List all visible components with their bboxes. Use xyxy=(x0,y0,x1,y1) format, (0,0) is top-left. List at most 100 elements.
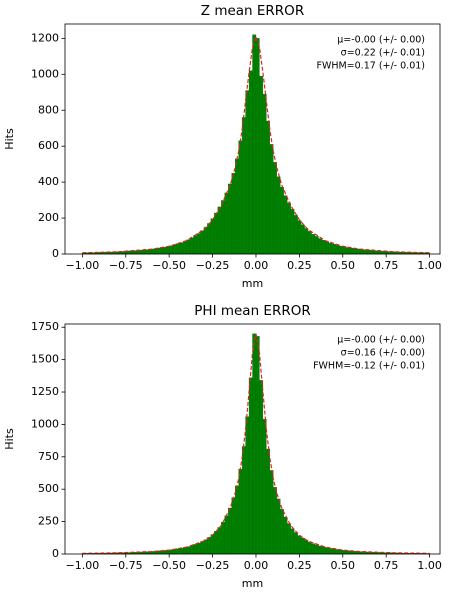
x-tick-label: −0.75 xyxy=(109,259,143,272)
histogram-bar xyxy=(196,542,201,555)
histogram-bar xyxy=(287,202,291,255)
histogram-bar xyxy=(137,250,142,255)
histogram-bar xyxy=(290,208,295,255)
y-tick-label: 0 xyxy=(52,547,59,560)
histogram-bar xyxy=(353,248,357,255)
histogram-bar xyxy=(266,120,271,255)
y-axis-label: Hits xyxy=(3,428,16,450)
chart-panel: −1.00 −0.75 −0.50 −0.25 0.00 0.25 0.50 0.75 1.00… xyxy=(3,303,442,590)
histogram-bar xyxy=(325,241,330,255)
x-tick-label: −0.50 xyxy=(152,559,186,572)
histogram-bar xyxy=(228,507,232,555)
histogram-bar xyxy=(318,238,323,255)
histogram-bar xyxy=(377,250,382,255)
x-tick-label: 0.25 xyxy=(287,559,312,572)
histogram-bar xyxy=(248,70,253,255)
x-tick-label: 1.00 xyxy=(417,259,442,272)
histogram-bar xyxy=(339,245,343,255)
histogram-bar xyxy=(158,247,163,255)
histogram-bar xyxy=(366,249,371,255)
x-tick-label: −1.00 xyxy=(66,259,100,272)
histogram-bar xyxy=(300,224,305,255)
y-tick-label: 250 xyxy=(38,515,59,528)
histogram-bar xyxy=(238,140,243,255)
x-tick-label: 0.50 xyxy=(331,559,356,572)
histogram-bar xyxy=(342,246,347,255)
histogram-bar xyxy=(221,522,225,555)
histogram-bar xyxy=(155,248,159,255)
histogram-bar xyxy=(283,195,288,255)
histogram-bar xyxy=(353,551,357,555)
histogram-bar xyxy=(130,250,135,255)
histogram-bar xyxy=(373,250,378,255)
histogram-bar xyxy=(217,527,222,555)
histogram-bar xyxy=(252,34,257,255)
histogram-bar xyxy=(221,200,225,255)
histogram-bar xyxy=(335,245,340,255)
histogram-bar xyxy=(300,537,305,555)
x-tick-label: 0.50 xyxy=(331,259,356,272)
histogram-bar xyxy=(228,183,232,255)
fit-annotation: μ=-0.00 (+/- 0.00) xyxy=(337,335,425,346)
fit-annotation: μ=-0.00 (+/- 0.00) xyxy=(337,35,425,46)
histogram-bar xyxy=(259,380,264,555)
histogram-bar xyxy=(273,487,277,555)
histogram-bar xyxy=(234,485,239,555)
histogram-bar xyxy=(134,250,139,255)
histogram-bar xyxy=(179,242,184,255)
x-tick-label: −0.75 xyxy=(109,559,143,572)
x-tick-label: 0.00 xyxy=(244,259,269,272)
histogram-bar xyxy=(304,540,309,555)
histogram-bar xyxy=(314,236,319,255)
fit-curve xyxy=(82,34,430,254)
histogram-bar xyxy=(283,516,288,555)
histogram-bar xyxy=(307,231,312,255)
histogram-bar xyxy=(363,249,368,255)
histogram-bar xyxy=(266,448,271,555)
x-tick-label: −0.50 xyxy=(152,259,186,272)
histogram-bar xyxy=(287,523,291,555)
histogram-bar xyxy=(328,548,333,555)
histogram-bar xyxy=(294,532,298,555)
y-tick-label: 1250 xyxy=(31,385,59,398)
y-tick-label: 200 xyxy=(38,211,59,224)
histogram-bar xyxy=(346,550,350,555)
fit-curve xyxy=(82,333,430,554)
histogram-bar xyxy=(314,544,319,555)
axes-frame xyxy=(64,323,441,555)
histogram-bar xyxy=(297,220,302,255)
histogram-bar xyxy=(151,248,156,255)
y-tick-label: 1200 xyxy=(31,31,59,44)
histogram-bar xyxy=(182,241,187,255)
histogram-bar xyxy=(214,212,218,255)
histogram-bar xyxy=(182,547,187,555)
histogram-bar xyxy=(332,548,336,555)
histogram-bar xyxy=(210,534,215,555)
histogram-bar xyxy=(203,539,208,555)
histogram-bar xyxy=(245,90,250,255)
y-tick-label: 1500 xyxy=(31,353,59,366)
histogram-bar xyxy=(359,249,364,255)
histogram-bar xyxy=(193,235,198,255)
y-tick-label: 800 xyxy=(38,103,59,116)
histogram-bar xyxy=(318,545,323,555)
x-tick-label: 0.75 xyxy=(374,559,399,572)
histogram-bar xyxy=(217,206,222,255)
histogram-bar xyxy=(241,446,246,555)
histogram-bar xyxy=(262,93,267,255)
histogram-bar xyxy=(269,470,274,555)
histogram-bar xyxy=(269,144,274,255)
x-tick-label: −0.25 xyxy=(196,259,230,272)
histogram-bar xyxy=(290,528,295,555)
histogram-bar xyxy=(280,187,284,255)
histogram-bar xyxy=(189,237,194,255)
x-tick-label: 1.00 xyxy=(417,559,442,572)
histogram-bar xyxy=(144,249,149,255)
y-tick-label: 1750 xyxy=(31,320,59,333)
axes-frame xyxy=(64,23,441,255)
histogram-bar xyxy=(335,549,340,555)
y-tick-label: 750 xyxy=(38,450,59,463)
histogram-bar xyxy=(224,192,229,255)
histogram-bar xyxy=(196,233,201,255)
histogram-bar xyxy=(200,230,205,255)
